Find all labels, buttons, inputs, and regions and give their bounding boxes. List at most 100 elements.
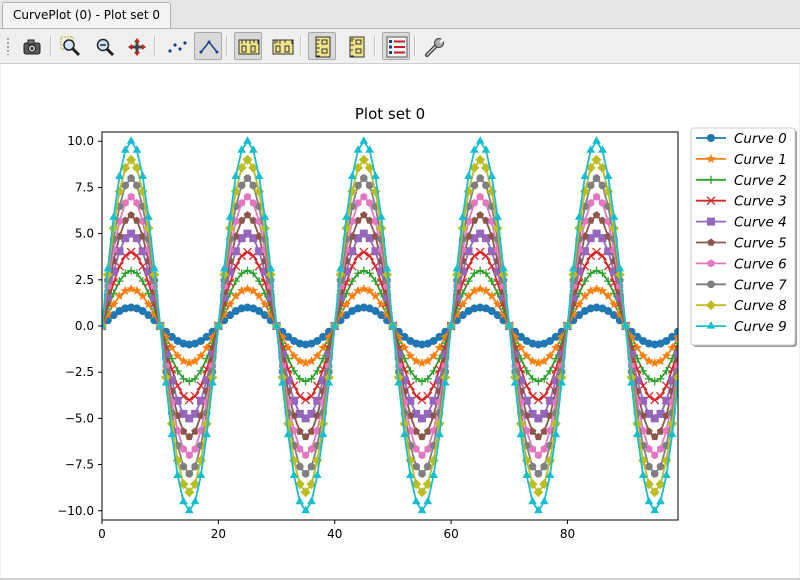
data-point	[412, 462, 420, 471]
data-point	[470, 216, 479, 224]
data-point	[237, 145, 246, 153]
data-point	[126, 284, 136, 294]
data-point	[534, 377, 543, 386]
lin-y-button[interactable]	[308, 32, 336, 60]
log-x-scale-icon	[272, 39, 294, 55]
data-point	[220, 293, 229, 302]
legend-label: Curve 5	[734, 236, 787, 252]
legend[interactable]: Curve 0 Curve 1 Curve 2 Curve 3 Curve 4 Curve…	[690, 127, 797, 347]
data-point	[546, 366, 554, 375]
data-point	[597, 162, 608, 173]
data-point	[127, 174, 135, 182]
data-point	[371, 171, 380, 179]
snapshot-button[interactable]	[18, 32, 46, 60]
data-point	[418, 377, 426, 386]
legend-entry-0[interactable]: Curve 0	[696, 131, 787, 147]
data-point	[423, 496, 433, 505]
data-point	[406, 366, 415, 375]
data-point	[190, 496, 200, 505]
lin-x-button[interactable]	[234, 32, 262, 60]
legend-entry-9[interactable]: Curve 9	[696, 319, 787, 335]
legend-entry-1[interactable]: Curve 1	[696, 152, 787, 168]
log-x-button[interactable]	[268, 32, 296, 60]
data-point	[469, 285, 480, 295]
data-point	[627, 378, 636, 386]
data-point	[446, 321, 456, 329]
data-point	[300, 358, 311, 367]
legend-entry-3[interactable]: Curve 3	[696, 194, 787, 210]
zoom-out-button[interactable]	[90, 32, 118, 60]
legend-entry-8[interactable]: Curve 8	[696, 298, 787, 314]
data-point	[243, 229, 252, 238]
points-icon	[168, 41, 187, 53]
zoom-in-button[interactable]	[56, 32, 84, 60]
data-point	[266, 293, 275, 302]
data-point	[434, 342, 445, 352]
data-point	[115, 171, 124, 179]
series-4	[102, 229, 678, 423]
data-point	[417, 395, 427, 405]
data-point	[487, 247, 496, 256]
draw-points-button[interactable]	[162, 32, 190, 60]
data-point	[417, 358, 427, 367]
data-point	[528, 462, 537, 471]
legend-entry-4[interactable]: Curve 4	[696, 215, 787, 231]
data-point	[208, 378, 217, 386]
data-point	[191, 409, 200, 418]
tab-curveplot[interactable]: CurvePlot (0) - Plot set 0	[2, 2, 172, 28]
legend-label: Curve 8	[734, 298, 787, 314]
data-point	[423, 356, 433, 366]
legend-entry-7[interactable]: Curve 7	[696, 277, 787, 293]
data-point	[219, 263, 229, 272]
plot-canvas[interactable]: Plot set 0 0 20 40 60 80 10.0 7.5 5.0 2.5 0.0 −2.…	[1, 64, 799, 578]
legend-entry-2[interactable]: Curve 2	[696, 173, 787, 189]
data-point	[359, 266, 368, 275]
data-point	[593, 192, 600, 201]
y-tick-label: −10.0	[57, 504, 94, 518]
data-point	[383, 293, 392, 302]
draw-lines-button[interactable]	[194, 32, 222, 60]
data-point	[656, 496, 665, 505]
data-point	[120, 162, 131, 173]
data-point	[144, 212, 153, 220]
data-point	[312, 350, 322, 360]
data-point	[347, 291, 357, 301]
data-point	[109, 212, 118, 220]
legend-entry-6[interactable]: Curve 6	[696, 256, 787, 272]
data-point	[603, 291, 613, 301]
legend-entry-5[interactable]: Curve 5	[696, 236, 787, 252]
settings-button[interactable]	[420, 32, 448, 60]
legend-button[interactable]	[382, 32, 410, 60]
data-point	[539, 496, 549, 505]
data-point	[470, 269, 479, 278]
data-point	[121, 216, 130, 224]
toolbar-separator	[226, 36, 228, 56]
curve-plot[interactable]: Plot set 0 0 20 40 60 80 10.0 7.5 5.0 2.5 0.0 −2.…	[1, 64, 799, 578]
data-point	[522, 396, 531, 405]
data-point	[412, 409, 421, 418]
data-point	[551, 342, 561, 352]
data-point	[359, 284, 369, 294]
data-point	[418, 451, 426, 460]
data-point	[301, 432, 310, 441]
data-point	[661, 350, 672, 360]
data-point	[318, 418, 329, 429]
y-tick-label: −2.5	[65, 365, 94, 379]
data-point	[296, 427, 304, 435]
data-point	[155, 321, 165, 329]
toolbar-grip[interactable]	[6, 37, 10, 55]
data-point	[469, 162, 480, 173]
data-point	[499, 263, 508, 272]
data-point	[283, 429, 293, 438]
data-point	[191, 445, 199, 453]
data-point	[470, 234, 479, 243]
data-point	[370, 291, 381, 301]
pan-button[interactable]	[122, 32, 150, 60]
data-point	[364, 285, 375, 295]
data-point	[196, 396, 205, 405]
data-point	[166, 418, 177, 429]
data-point	[412, 374, 421, 383]
data-point	[650, 377, 659, 386]
log-y-button[interactable]	[342, 32, 370, 60]
data-point	[528, 427, 537, 435]
